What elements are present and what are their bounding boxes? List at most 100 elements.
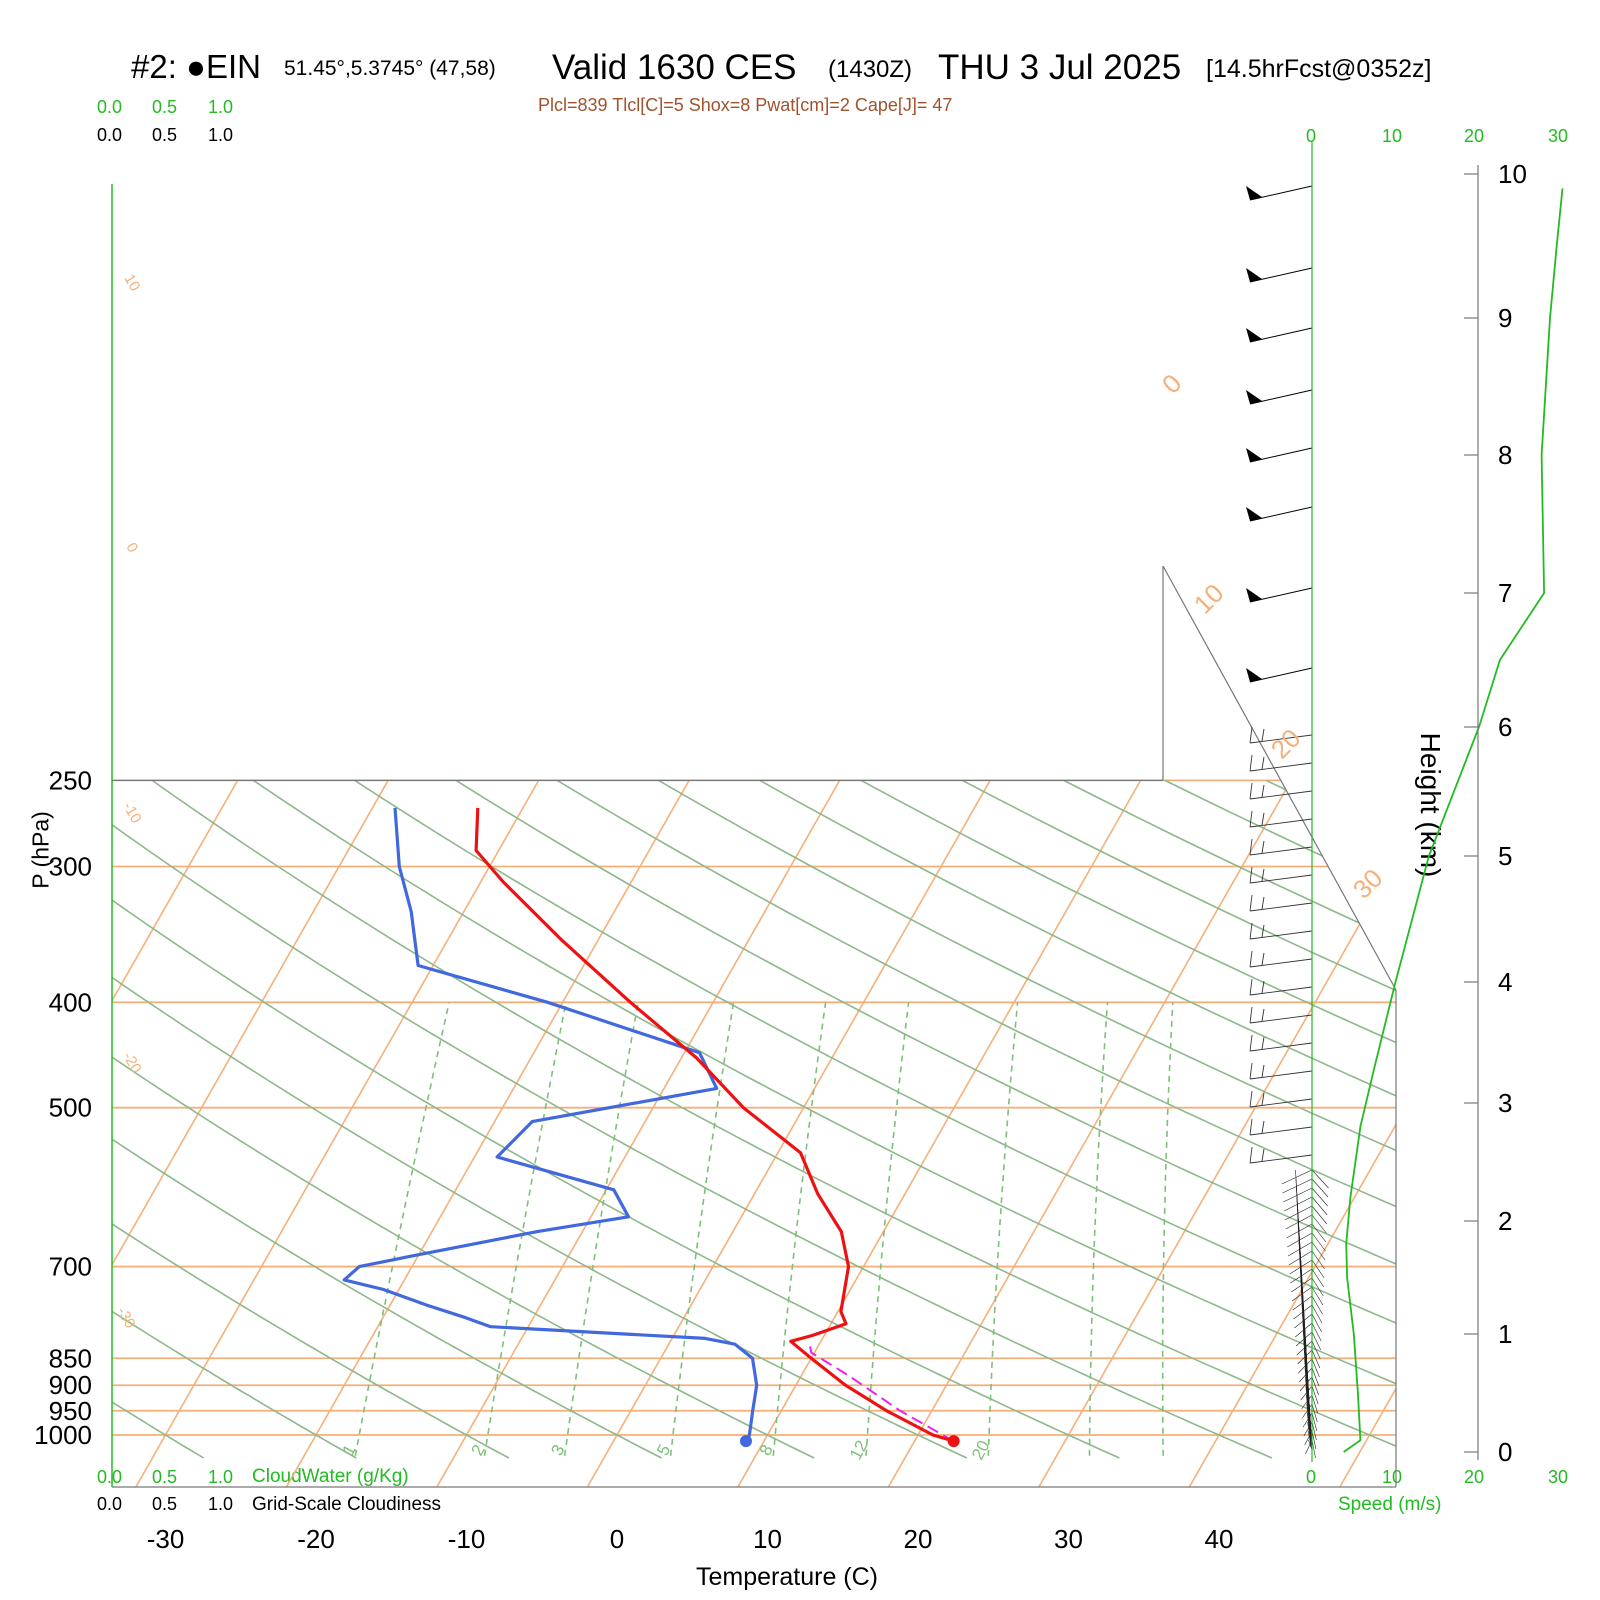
height-axis: 0 1 2 3 4 5 6 7 8 9 10 [1464,159,1527,1467]
wind-barb-flag [1246,328,1262,342]
wind-barb-feather [1297,1349,1313,1365]
wind-barb-staff [1249,1154,1313,1164]
pressure-tick-label: 500 [49,1093,92,1123]
wind-barb-feather [1311,1358,1320,1378]
wind-barb-feather [1301,1394,1313,1410]
dry-adiabat-line [112,779,815,1459]
wind-barb-feather [1298,1358,1313,1374]
station-id: #2: ●EIN [131,48,261,85]
pressure-tick-label: 950 [49,1396,92,1426]
wind-barb-feather [1261,840,1265,854]
speed-tick: 10 [1382,1467,1403,1487]
wind-barb-feather [1249,1062,1253,1080]
wind-barb-feather [1261,812,1265,826]
wind-barb-feather [1261,1148,1265,1162]
cloudiness-tick: 0.5 [152,125,178,145]
wind-barb-feather [1311,1376,1319,1396]
wind-barb-feather [1282,1178,1313,1194]
wind-barb-staff [1249,986,1313,996]
wind-barb-feather [1249,810,1253,828]
wind-barb-feather [1288,1250,1313,1266]
wind-barb-feather [1311,1412,1318,1432]
isotherm-label: 0 [1156,368,1187,399]
wind-barb-feather [1294,1313,1313,1329]
wind-barb-feather [1261,868,1265,882]
wind-barb-feather [1249,754,1253,772]
height-tick-label: 6 [1498,712,1512,742]
wind-barb-feather [1311,1304,1323,1324]
wind-barb-staff [1249,762,1313,772]
wind-barb-staff [1249,506,1313,522]
wind-barb-feather [1261,924,1265,938]
cloudwater-label: CloudWater (g/Kg) [252,1466,409,1487]
dry-adiabat-line [1265,779,1396,1459]
cloudiness-tick: 0.0 [97,1494,123,1514]
frame-slant [1162,565,1397,991]
wind-barb-feather [1311,1340,1321,1360]
height-tick-label: 3 [1498,1088,1512,1118]
cloudwater-tick: 0.5 [152,1467,178,1487]
wind-barb-staff [1249,1014,1313,1024]
dry-adiabat-line [962,779,1396,1459]
dry-adiabats [112,779,1600,1459]
wind-barb-feather [1261,1036,1265,1050]
wind-barb-feather [1311,1421,1317,1441]
wind-barb-feather [1293,1304,1313,1320]
wind-barb-feather [1311,1367,1320,1387]
wind-barb-staff [1249,818,1313,828]
wind-barb-feather [1261,728,1265,742]
wind-barb-staff [1249,930,1313,940]
height-tick-label: 9 [1498,303,1512,333]
cloudiness-tick: 1.0 [208,1494,234,1514]
dry-adiabat-line [860,779,1396,1459]
wind-barb-feather [1284,1205,1313,1221]
wind-barb-staff [1249,185,1313,201]
temperature-trace [474,807,955,1443]
wind-barb-flag [1246,268,1262,282]
isotherm-label: -20 [119,1049,145,1076]
isotherm-label: 20 [1265,723,1307,765]
wind-barb-feather [1261,1008,1265,1022]
cloudiness-label: Grid-Scale Cloudiness [252,1494,442,1515]
wind-barb-feather [1261,756,1265,770]
wind-barb-feather [1289,1259,1313,1275]
isotherm-label: 10 [1188,578,1230,620]
wind-barb-feather [1311,1223,1327,1243]
height-tick-label: 10 [1498,159,1527,189]
wind-barb-feather [1311,1286,1324,1306]
zulu-time: (1430Z) [828,56,913,83]
wind-barb-feather [1261,1092,1265,1106]
dry-adiabat-line [1570,780,1600,1458]
height-tick-label: 2 [1498,1206,1512,1236]
x-tick-label: 20 [904,1524,933,1554]
height-tick-label: 4 [1498,967,1512,997]
mixing-ratio-line [669,1002,735,1456]
wind-barb-feather [1249,726,1253,744]
height-tick-label: 5 [1498,841,1512,871]
dry-adiabat-line [112,779,662,1459]
wind-barb-feather [1261,896,1265,910]
wind-barb-staff [1249,1070,1313,1080]
height-tick-label: 0 [1498,1437,1512,1467]
forecast-info: [14.5hrFcst@0352z] [1206,55,1432,83]
dry-adiabat-line [112,779,1273,1459]
speed-axis-label: Speed (m/s) [1338,1494,1442,1515]
isotherm-line [135,779,540,1487]
pressure-tick-label: 700 [49,1252,92,1282]
pressure-tick-label: 1000 [34,1420,92,1450]
cloudwater-tick: 0.0 [97,97,123,117]
isotherm-label: 0 [122,540,141,556]
isotherm-label: 10 [120,271,143,294]
wind-barb-feather [1281,1169,1313,1185]
wind-barb-feather [1261,784,1265,798]
x-tick-label: 10 [753,1524,782,1554]
wind-barb-flag [1246,507,1262,521]
wind-barb-feather [1249,866,1253,884]
cloudiness-tick: 0.5 [152,1494,178,1514]
x-tick-label: -30 [147,1524,185,1554]
wind-barb-feather [1249,838,1253,856]
wind-barb-feather [1249,1034,1253,1052]
